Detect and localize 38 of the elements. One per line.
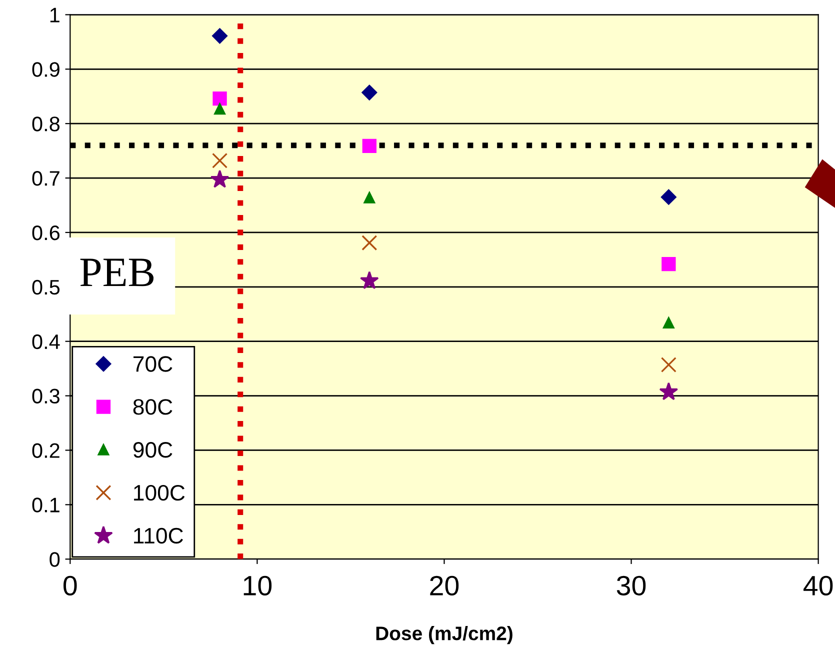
y-tick-label: 0.4: [32, 334, 60, 350]
x-tick-label: 20: [430, 576, 459, 596]
point: [360, 271, 379, 290]
y-tick-label: 0.1: [32, 498, 60, 512]
y-tick-label: 0: [50, 552, 60, 567]
y-tick-label: 0.7: [32, 171, 60, 186]
point: [659, 382, 678, 400]
y-tick-label: 0.5: [32, 280, 60, 295]
point: [212, 28, 228, 44]
point: [212, 91, 227, 106]
legend-label: 70C: [134, 356, 172, 372]
legend-label: 110C: [134, 528, 183, 544]
legend-label: 90C: [133, 442, 172, 458]
y-tick-label: 0.9: [32, 62, 60, 77]
y-tick-label: 1: [50, 8, 60, 22]
point: [212, 152, 228, 168]
y-tick-label: 0.3: [32, 388, 60, 404]
point: [214, 103, 226, 115]
point: [660, 356, 676, 373]
y-tick-label: 0.2: [32, 443, 60, 458]
y-tick-label: 0.6: [32, 225, 60, 240]
y-tick-label: 0.8: [32, 116, 60, 132]
x-tick-label: 30: [616, 576, 646, 596]
x-tick-label: 40: [803, 576, 833, 596]
annotation: PEB: [80, 258, 154, 286]
point: [662, 317, 674, 329]
point: [362, 84, 378, 100]
point: [662, 256, 676, 272]
x-axis-title: Dose (mJ/cm2): [376, 626, 512, 644]
point: [362, 138, 376, 153]
point: [362, 235, 378, 251]
point: [210, 170, 230, 188]
legend-label: 80C: [133, 399, 172, 415]
point: [364, 192, 376, 204]
legend-label: 100C: [134, 484, 185, 501]
x-tick-label: 0: [64, 576, 77, 596]
point: [660, 189, 676, 205]
x-tick-label: 10: [244, 576, 272, 596]
